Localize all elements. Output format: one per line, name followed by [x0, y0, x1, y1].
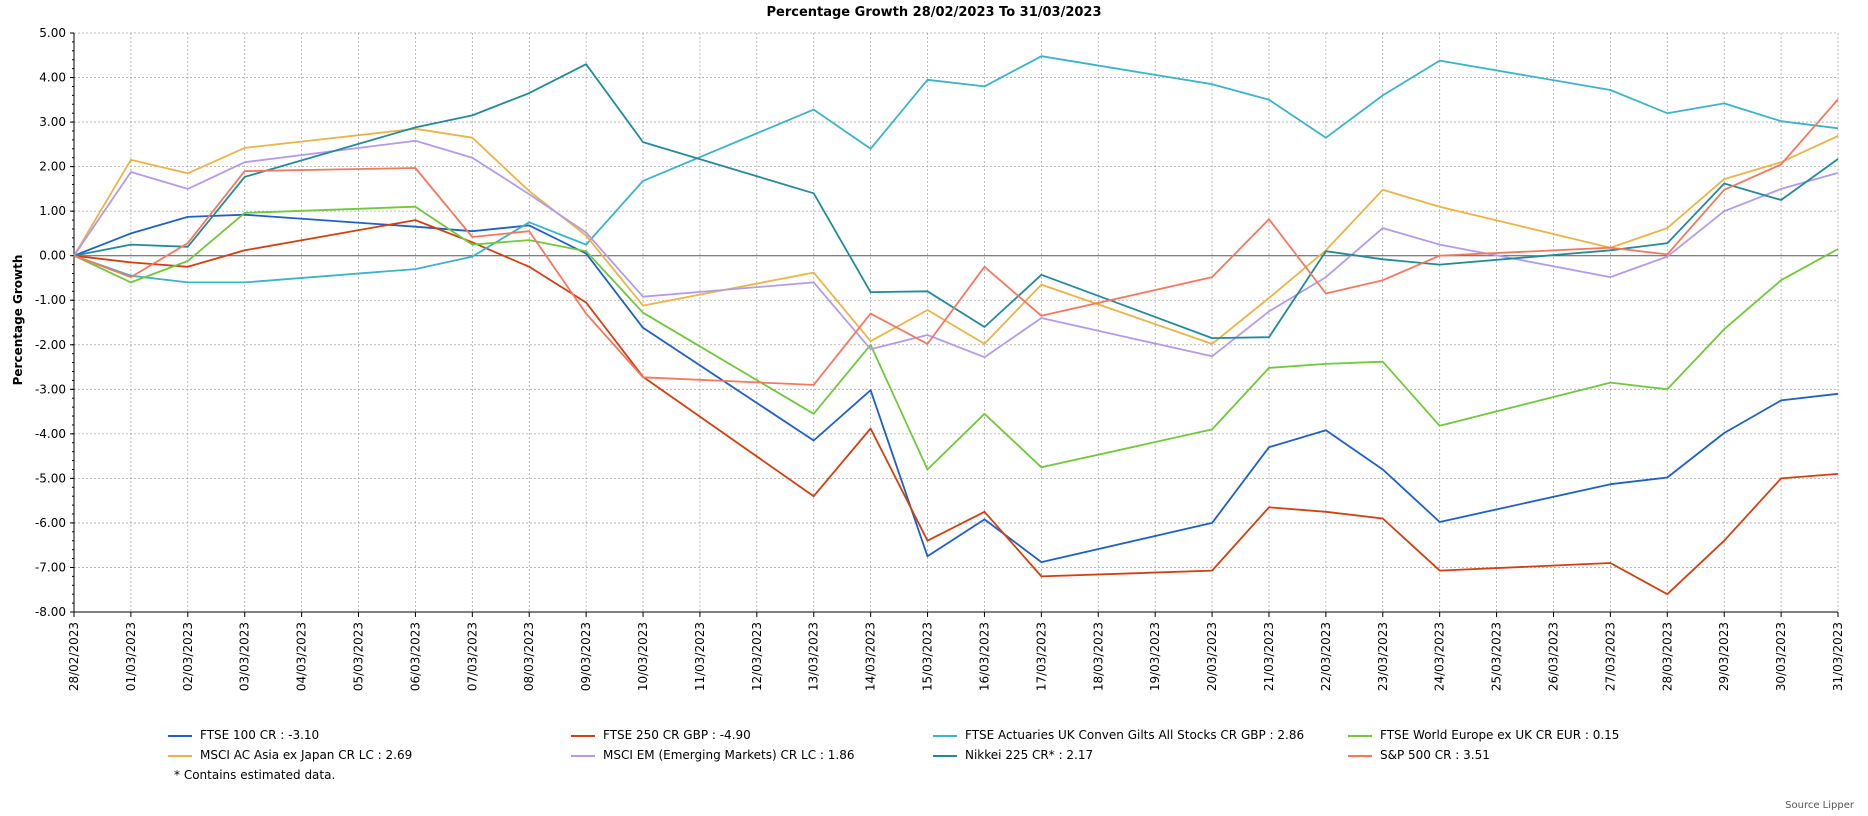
y-tick-label: -8.00 [35, 605, 66, 619]
legend-swatch [1348, 754, 1372, 757]
legend-label: S&P 500 CR : 3.51 [1380, 748, 1490, 762]
x-tick-label: 10/03/2023 [636, 622, 650, 691]
x-tick-label: 17/03/2023 [1034, 622, 1048, 691]
y-tick-label: -7.00 [35, 560, 66, 574]
x-tick-label: 26/03/2023 [1546, 622, 1560, 691]
series-lines [73, 55, 1839, 596]
x-tick-label: 13/03/2023 [807, 622, 821, 691]
x-tick-label: 03/03/2023 [238, 622, 252, 691]
y-tick-label: -4.00 [35, 427, 66, 441]
x-tick-label: 31/03/2023 [1831, 622, 1845, 691]
x-tick-label: 06/03/2023 [408, 622, 422, 691]
x-tick-label: 29/03/2023 [1717, 622, 1731, 691]
y-tick-label: 4.00 [39, 71, 66, 85]
x-tick-label: 08/03/2023 [522, 622, 536, 691]
legend-label: Nikkei 225 CR* : 2.17 [965, 748, 1094, 762]
y-tick-label: -6.00 [35, 516, 66, 530]
legend-label: FTSE World Europe ex UK CR EUR : 0.15 [1380, 728, 1620, 742]
x-tick-label: 21/03/2023 [1262, 622, 1276, 691]
legend-item: MSCI AC Asia ex Japan CR LC : 2.69 [168, 748, 412, 762]
x-tick-label: 19/03/2023 [1148, 622, 1162, 691]
legend-swatch [168, 754, 192, 757]
legend-swatch [168, 734, 192, 737]
legend-label: MSCI EM (Emerging Markets) CR LC : 1.86 [603, 748, 855, 762]
y-tick-label: -1.00 [35, 293, 66, 307]
line-chart: Percentage Growth 28/02/2023 To 31/03/20… [11, 5, 1845, 691]
x-tick-label: 23/03/2023 [1376, 622, 1390, 691]
y-tick-label: 3.00 [39, 115, 66, 129]
y-tick-label: 5.00 [39, 26, 66, 40]
series-line [73, 98, 1839, 386]
legend-item: FTSE 100 CR : -3.10 [168, 728, 319, 742]
x-tick-label: 27/03/2023 [1603, 622, 1617, 691]
x-tick-label: 01/03/2023 [124, 622, 138, 691]
x-tick-label: 28/02/2023 [67, 622, 81, 691]
series-line [73, 55, 1839, 284]
legend-item: S&P 500 CR : 3.51 [1348, 748, 1490, 762]
series-line [73, 139, 1839, 359]
legend-item: FTSE 250 CR GBP : -4.90 [571, 728, 751, 742]
y-tick-label: 2.00 [39, 160, 66, 174]
x-tick-label: 30/03/2023 [1774, 622, 1788, 691]
x-tick-label: 05/03/2023 [352, 622, 366, 691]
series-line [73, 219, 1839, 596]
y-axis-label: Percentage Growth [11, 255, 25, 386]
x-tick-label: 28/03/2023 [1660, 622, 1674, 691]
x-tick-label: 20/03/2023 [1205, 622, 1219, 691]
x-tick-label: 02/03/2023 [181, 622, 195, 691]
y-tick-label: -3.00 [35, 382, 66, 396]
legend-item: Nikkei 225 CR* : 2.17 [933, 748, 1093, 762]
x-tick-label: 11/03/2023 [693, 622, 707, 691]
y-tick-labels: 5.00 4.00 3.00 2.00 1.00 0.00 -1.00 -2.00 -3.00 -… [35, 26, 66, 619]
x-tick-label: 15/03/2023 [921, 622, 935, 691]
legend-swatch [1348, 734, 1372, 737]
grid [70, 32, 1839, 617]
legend-swatch [571, 754, 595, 757]
chart-title: Percentage Growth 28/02/2023 To 31/03/20… [766, 5, 1101, 20]
legend-item: MSCI EM (Emerging Markets) CR LC : 1.86 [571, 748, 854, 762]
legend-label: FTSE Actuaries UK Conven Gilts All Stock… [965, 728, 1305, 742]
x-tick-label: 25/03/2023 [1490, 622, 1504, 691]
legend-label: MSCI AC Asia ex Japan CR LC : 2.69 [200, 748, 413, 762]
legend-swatch [933, 754, 957, 757]
x-tick-label: 04/03/2023 [295, 622, 309, 691]
x-tick-label: 22/03/2023 [1319, 622, 1333, 691]
y-tick-label: 0.00 [39, 249, 66, 263]
legend-label: FTSE 250 CR GBP : -4.90 [603, 728, 751, 742]
series-line [73, 127, 1839, 345]
x-tick-label: 09/03/2023 [579, 622, 593, 691]
series-line [73, 205, 1839, 471]
y-tick-label: -2.00 [35, 338, 66, 352]
x-tick-labels: 28/02/2023 01/03/2023 02/03/2023 03/03/2023… [67, 622, 1845, 691]
legend-swatch [571, 734, 595, 737]
x-tick-label: 16/03/2023 [977, 622, 991, 691]
series-line [73, 63, 1839, 340]
legend-label: FTSE 100 CR : -3.10 [200, 728, 320, 742]
x-tick-label: 24/03/2023 [1433, 622, 1447, 691]
x-tick-label: 14/03/2023 [864, 622, 878, 691]
x-tick-label: 07/03/2023 [465, 622, 479, 691]
x-tick-label: 18/03/2023 [1091, 622, 1105, 691]
estimated-data-note: * Contains estimated data. [174, 768, 336, 782]
source-label: Source Lipper [1785, 800, 1854, 811]
series-line [73, 213, 1839, 563]
legend-swatch [933, 734, 957, 737]
y-tick-label: -5.00 [35, 471, 66, 485]
legend-item: FTSE Actuaries UK Conven Gilts All Stock… [933, 728, 1304, 742]
y-tick-label: 1.00 [39, 204, 66, 218]
x-tick-label: 12/03/2023 [750, 622, 764, 691]
legend-item: FTSE World Europe ex UK CR EUR : 0.15 [1348, 728, 1619, 742]
